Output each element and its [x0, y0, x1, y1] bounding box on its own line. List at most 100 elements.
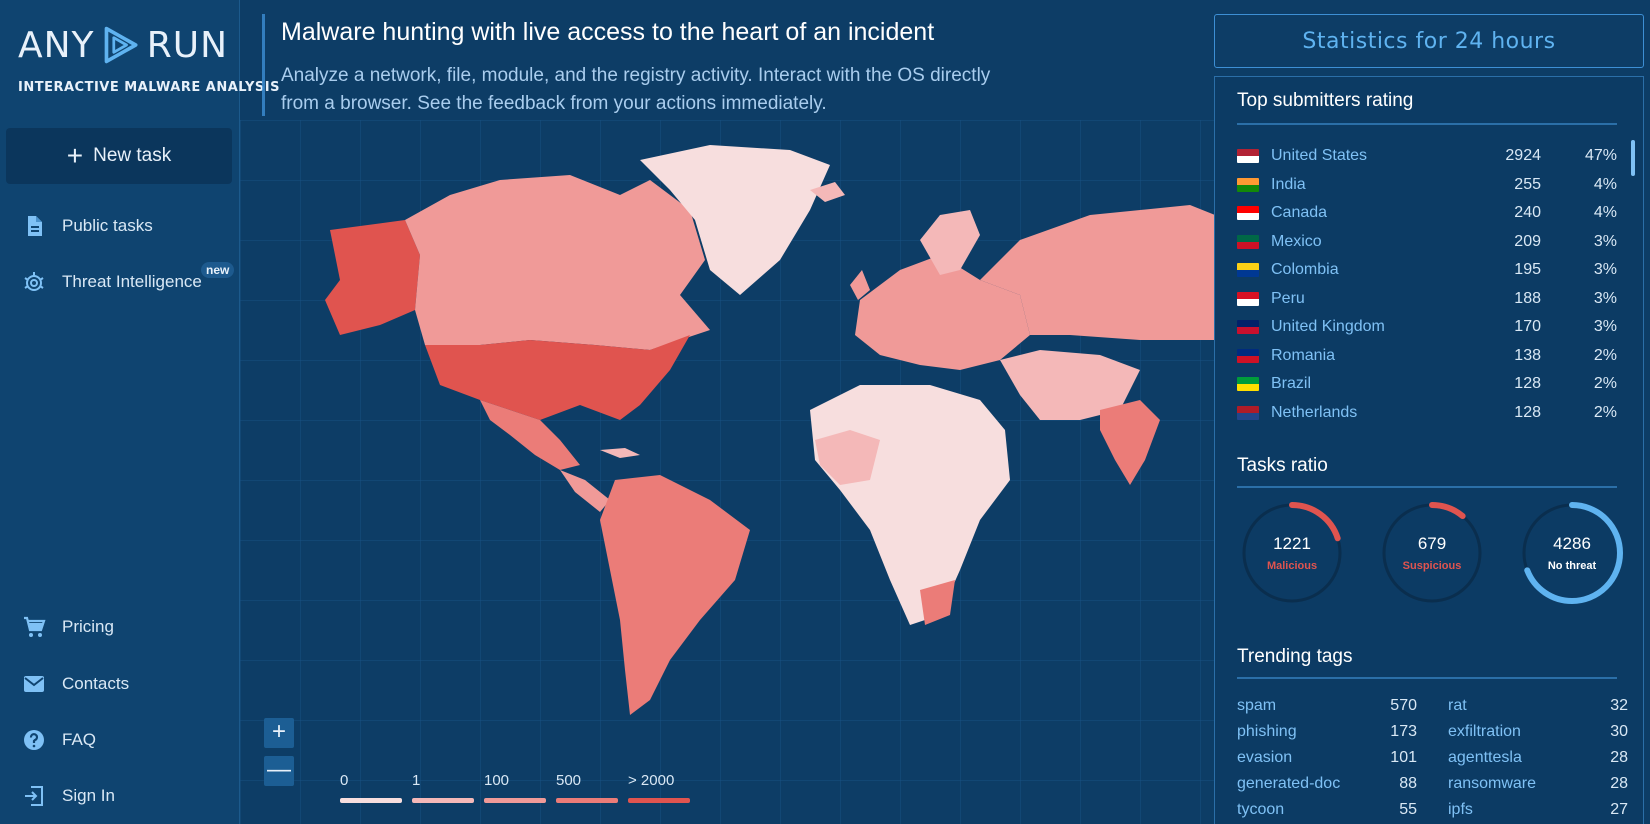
submitter-count: 188 [1514, 289, 1541, 307]
sidebar-item-faq[interactable]: FAQ [22, 728, 96, 752]
legend-label: 1 [412, 772, 421, 789]
submitters-scrollbar[interactable] [1631, 140, 1635, 176]
submitter-row[interactable]: Peru 188 3% [1237, 285, 1617, 313]
legend-item: 500 [556, 772, 618, 803]
sidebar: ANY RUN INTERACTIVE MALWARE ANALYSIS + N… [0, 0, 280, 824]
submitter-country: Netherlands [1271, 403, 1358, 421]
header-accent-bar [262, 14, 265, 116]
tag-row[interactable]: spam 570 [1237, 693, 1417, 719]
tag-name[interactable]: spam [1237, 697, 1277, 714]
flag-icon [1237, 177, 1259, 192]
flag-icon [1237, 263, 1259, 277]
submitter-percent: 2% [1593, 403, 1617, 421]
flag-icon [1237, 348, 1259, 363]
tag-row[interactable]: agenttesla 28 [1448, 745, 1628, 771]
legend-item: 100 [484, 772, 546, 803]
submitter-row[interactable]: India 255 4% [1237, 171, 1617, 199]
submitter-count: 255 [1514, 175, 1541, 193]
submitter-row[interactable]: Netherlands 128 2% [1237, 399, 1617, 427]
stats-panel [1214, 76, 1644, 824]
task-ratio-label: Suspicious [1402, 560, 1462, 572]
map-region-caribbean [600, 448, 640, 458]
sidebar-item-sign-in[interactable]: Sign In [22, 784, 115, 808]
task-ratio-value: 679 [1417, 534, 1447, 553]
tag-row[interactable]: generated-doc 88 [1237, 771, 1417, 797]
sidebar-item-pricing[interactable]: Pricing [22, 615, 114, 639]
legend-label: 0 [340, 772, 349, 789]
tag-count: 173 [1390, 723, 1417, 740]
tag-name[interactable]: tycoon [1237, 801, 1285, 818]
plus-icon: + [66, 140, 84, 171]
submitter-row[interactable]: Brazil 128 2% [1237, 370, 1617, 398]
map-region-middle-east [1000, 350, 1140, 420]
task-ratio-value: 1221 [1273, 534, 1311, 553]
tag-name[interactable]: exfiltration [1448, 723, 1521, 740]
tag-row[interactable]: tycoon 55 [1237, 797, 1417, 823]
submitter-row[interactable]: United Kingdom 170 3% [1237, 313, 1617, 341]
legend-item: > 2000 [628, 772, 690, 803]
submitter-row[interactable]: Romania 138 2% [1237, 342, 1617, 370]
new-task-button[interactable]: + New task [6, 128, 232, 184]
tag-row[interactable]: exfiltration 30 [1448, 719, 1628, 745]
flag-icon [1237, 291, 1259, 306]
flag-icon [1237, 206, 1259, 220]
map-region-south-america [600, 475, 750, 715]
play-icon [104, 26, 138, 64]
tag-name[interactable]: generated-doc [1237, 775, 1341, 792]
map-region-central-america [560, 470, 610, 512]
submitter-count: 128 [1514, 375, 1541, 392]
sidebar-item-label: FAQ [62, 730, 97, 749]
sidebar-item-label: Threat Intelligence [62, 272, 202, 291]
tag-row[interactable]: ipfs 27 [1448, 797, 1628, 823]
sidebar-item-label: Sign In [62, 786, 115, 805]
submitter-row[interactable]: United States 2924 47% [1237, 142, 1617, 170]
tag-name[interactable]: rat [1448, 697, 1467, 714]
section-divider [1237, 677, 1617, 679]
world-map[interactable] [240, 120, 1215, 824]
task-ratio-ring: 4286 No threat [1517, 498, 1627, 608]
tasks-ratio-title: Tasks ratio [1237, 455, 1328, 476]
submitter-country: Romania [1271, 346, 1336, 364]
submitter-row[interactable]: Mexico 209 3% [1237, 228, 1617, 256]
tag-name[interactable]: evasion [1237, 749, 1293, 766]
tag-row[interactable]: phishing 173 [1237, 719, 1417, 745]
map-region-russia [980, 205, 1215, 340]
tag-name[interactable]: phishing [1237, 723, 1297, 740]
tag-name[interactable]: ipfs [1448, 801, 1473, 818]
map-region-west-africa [815, 430, 880, 485]
bug-icon [24, 272, 44, 291]
sidebar-item-public-tasks[interactable]: Public tasks [22, 214, 153, 238]
tag-count: 32 [1610, 697, 1628, 714]
submitter-row[interactable]: Canada 240 4% [1237, 199, 1617, 227]
tag-name[interactable]: agenttesla [1448, 749, 1522, 766]
flag-icon [1237, 405, 1259, 420]
submitter-percent: 3% [1593, 261, 1617, 278]
sign-in-icon [25, 786, 43, 806]
legend-swatch [340, 798, 402, 803]
sidebar-item-label: Contacts [62, 674, 130, 693]
task-ratio-label: No threat [1547, 560, 1597, 572]
flag-icon [1237, 149, 1259, 163]
sidebar-item-contacts[interactable]: Contacts [22, 672, 129, 696]
zoom-in-button[interactable]: + [264, 718, 294, 748]
submitter-percent: 4% [1593, 204, 1617, 221]
map-region-scandinavia [920, 210, 980, 275]
tag-row[interactable]: ransomware 28 [1448, 771, 1628, 797]
legend-swatch [628, 798, 690, 803]
tag-row[interactable]: rat 32 [1448, 693, 1628, 719]
submitter-country: India [1271, 175, 1306, 193]
logo[interactable]: ANY RUN INTERACTIVE MALWARE ANALYSIS [18, 20, 280, 96]
task-ratio-ring: 679 Suspicious [1377, 498, 1487, 608]
submitter-count: 2924 [1505, 147, 1541, 164]
logo-tagline: INTERACTIVE MALWARE ANALYSIS [18, 80, 280, 95]
legend-swatch [412, 798, 474, 803]
submitter-row[interactable]: Colombia 195 3% [1237, 256, 1617, 284]
tag-name[interactable]: ransomware [1448, 775, 1537, 792]
map-region-canada [405, 175, 710, 350]
zoom-out-button[interactable]: — [264, 756, 294, 786]
sidebar-item-threat-intelligence[interactable]: Threat Intelligence [22, 270, 202, 294]
tag-count: 30 [1610, 723, 1628, 740]
stats-title: Statistics for 24 hours [1214, 14, 1644, 68]
tag-row[interactable]: evasion 101 [1237, 745, 1417, 771]
tag-count: 28 [1610, 749, 1628, 766]
